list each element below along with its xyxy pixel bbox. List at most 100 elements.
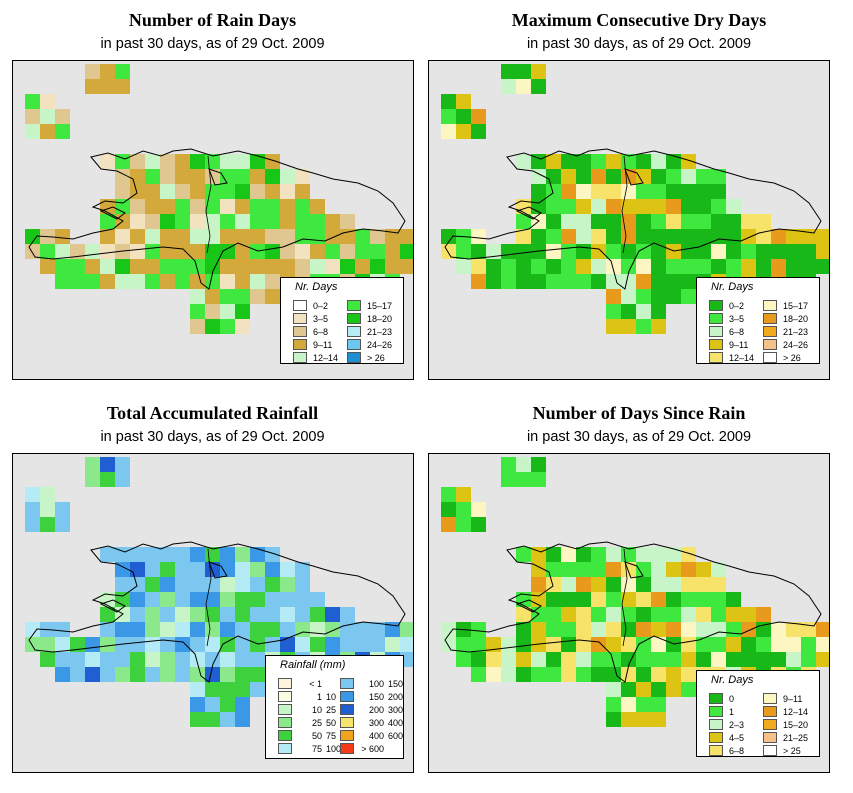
legend-title: Rainfall (mm) [280, 659, 346, 671]
grid-cell [606, 244, 621, 259]
grid-cell [651, 682, 666, 697]
grid-cell [175, 667, 190, 682]
grid-cell [471, 274, 486, 289]
grid-cell [636, 214, 651, 229]
grid-cell [85, 652, 100, 667]
grid-cell [235, 274, 250, 289]
grid-cell [546, 229, 561, 244]
grid-cell [160, 667, 175, 682]
grid-cell [651, 319, 666, 334]
legend-label: 12–14 [729, 353, 755, 363]
grid-cell [726, 592, 741, 607]
grid-cell [546, 592, 561, 607]
legend-label: 24–26 [367, 340, 393, 350]
legend-range-low: 100 [368, 679, 384, 689]
grid-cell [280, 622, 295, 637]
grid-cell [591, 214, 606, 229]
map-legend: Nr. Days 0–2 3–5 6–8 9–11 12–14 15–17 18–20 21–… [280, 277, 404, 364]
legend-label: 18–20 [367, 314, 393, 324]
grid-cell [250, 547, 265, 562]
grid-cell [55, 259, 70, 274]
legend-label: 24–26 [783, 340, 809, 350]
grid-cell [666, 169, 681, 184]
grid-cell [696, 199, 711, 214]
legend-label: 21–23 [367, 327, 393, 337]
grid-cell [295, 169, 310, 184]
legend-label: 3–5 [313, 314, 329, 324]
grid-cell [531, 667, 546, 682]
legend-swatch [763, 719, 777, 730]
grid-cell [235, 199, 250, 214]
grid-cell [205, 304, 220, 319]
grid-cell [190, 577, 205, 592]
grid-cell [471, 667, 486, 682]
panel-subtitle: in past 30 days, as of 29 Oct. 2009 [100, 429, 325, 445]
grid-cell [531, 79, 546, 94]
grid-cell [681, 229, 696, 244]
grid-cell [250, 199, 265, 214]
grid-cell [250, 259, 265, 274]
grid-cell [606, 697, 621, 712]
grid-cell [711, 562, 726, 577]
grid-cell [235, 259, 250, 274]
grid-cell [696, 244, 711, 259]
grid-cell [250, 577, 265, 592]
grid-cell [40, 652, 55, 667]
grid-cell [235, 622, 250, 637]
grid-cell [115, 577, 130, 592]
grid-cell [726, 622, 741, 637]
grid-cell [501, 259, 516, 274]
legend-range-high: 600 [388, 731, 404, 741]
grid-cell [190, 154, 205, 169]
grid-cell [636, 244, 651, 259]
grid-cell [696, 637, 711, 652]
grid-cell [220, 622, 235, 637]
grid-cell [591, 169, 606, 184]
grid-cell [681, 169, 696, 184]
grid-cell [175, 169, 190, 184]
grid-cell [456, 502, 471, 517]
grid-cell [190, 319, 205, 334]
grid-cell [130, 229, 145, 244]
grid-cell [160, 199, 175, 214]
grid-cell [516, 79, 531, 94]
grid-cell [295, 592, 310, 607]
grid-cell [606, 319, 621, 334]
grid-cell [711, 169, 726, 184]
legend-swatch [709, 693, 723, 704]
grid-cell [190, 697, 205, 712]
grid-cell [531, 622, 546, 637]
grid-cell [651, 229, 666, 244]
grid-cell [145, 259, 160, 274]
grid-cell [205, 259, 220, 274]
grid-cell [55, 274, 70, 289]
grid-cell [636, 259, 651, 274]
grid-cell [115, 79, 130, 94]
grid-cell [516, 547, 531, 562]
grid-cell [205, 697, 220, 712]
grid-cell [801, 637, 816, 652]
legend-label: > 26 [367, 353, 385, 363]
legend-label: 6–8 [729, 327, 745, 337]
legend-label: 2–3 [729, 720, 745, 730]
legend-range-high: 200 [388, 692, 404, 702]
grid-cell [621, 592, 636, 607]
grid-cell [175, 562, 190, 577]
grid-cell [756, 637, 771, 652]
grid-cell [325, 607, 340, 622]
grid-cell [651, 637, 666, 652]
grid-cell [355, 622, 370, 637]
grid-cell [666, 199, 681, 214]
grid-cell [606, 712, 621, 727]
grid-cell [85, 667, 100, 682]
grid-cell [355, 244, 370, 259]
island-outline [515, 168, 644, 220]
grid-cell [310, 622, 325, 637]
grid-cell [621, 577, 636, 592]
grid-cell [741, 229, 756, 244]
grid-cell [816, 637, 829, 652]
grid-cell [70, 637, 85, 652]
grid-cell [355, 229, 370, 244]
legend-range-high: 300 [388, 705, 404, 715]
grid-cell [636, 199, 651, 214]
